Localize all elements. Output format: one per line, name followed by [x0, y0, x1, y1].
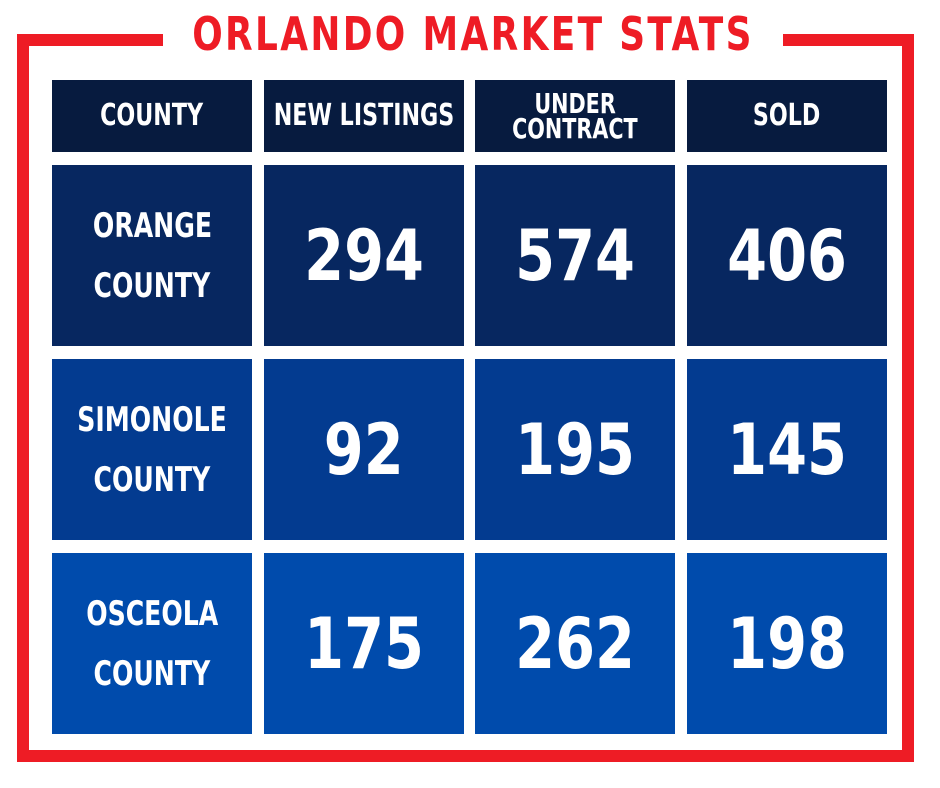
row1-county: ORANGE COUNTY — [52, 165, 252, 346]
row1-new-listings: 294 — [264, 165, 464, 346]
row2-county-line1: SIMONOLE — [77, 399, 227, 440]
row3-sold-value: 198 — [727, 602, 847, 685]
row1-sold: 406 — [687, 165, 887, 346]
header-county-label: COUNTY — [100, 98, 204, 133]
header-sold: SOLD — [687, 80, 887, 152]
row1-sold-value: 406 — [727, 214, 847, 297]
row2-county-line2: COUNTY — [93, 459, 211, 500]
row2-sold-value: 145 — [727, 408, 847, 491]
row3-under-contract: 262 — [475, 553, 675, 734]
header-under-contract: UNDER CONTRACT — [475, 80, 675, 152]
row3-county-line1: OSCEOLA — [85, 593, 219, 634]
row2-new-listings: 92 — [264, 359, 464, 540]
row1-under-contract: 574 — [475, 165, 675, 346]
row3-county: OSCEOLA COUNTY — [52, 553, 252, 734]
row2-under-contract: 195 — [475, 359, 675, 540]
header-new-listings: NEW LISTINGS — [264, 80, 464, 152]
row2-sold: 145 — [687, 359, 887, 540]
row1-county-line1: ORANGE — [92, 205, 212, 246]
header-new-listings-label: NEW LISTINGS — [273, 98, 455, 133]
row3-new-listings-value: 175 — [304, 602, 424, 685]
header-under-contract-line1: UNDER — [534, 87, 616, 120]
row3-sold: 198 — [687, 553, 887, 734]
header-under-contract-line2: CONTRACT — [512, 112, 638, 145]
row2-new-listings-value: 92 — [324, 408, 404, 491]
page-title: ORLANDO MARKET STATS — [192, 7, 754, 61]
row1-new-listings-value: 294 — [304, 214, 424, 297]
row3-county-line2: COUNTY — [93, 653, 211, 694]
row2-county: SIMONOLE COUNTY — [52, 359, 252, 540]
row1-county-line2: COUNTY — [93, 265, 211, 306]
row3-new-listings: 175 — [264, 553, 464, 734]
header-sold-label: SOLD — [753, 98, 821, 133]
title-container: ORLANDO MARKET STATS — [163, 4, 783, 64]
row3-under-contract-value: 262 — [515, 602, 635, 685]
row1-under-contract-value: 574 — [515, 214, 635, 297]
header-county: COUNTY — [52, 80, 252, 152]
row2-under-contract-value: 195 — [515, 408, 635, 491]
